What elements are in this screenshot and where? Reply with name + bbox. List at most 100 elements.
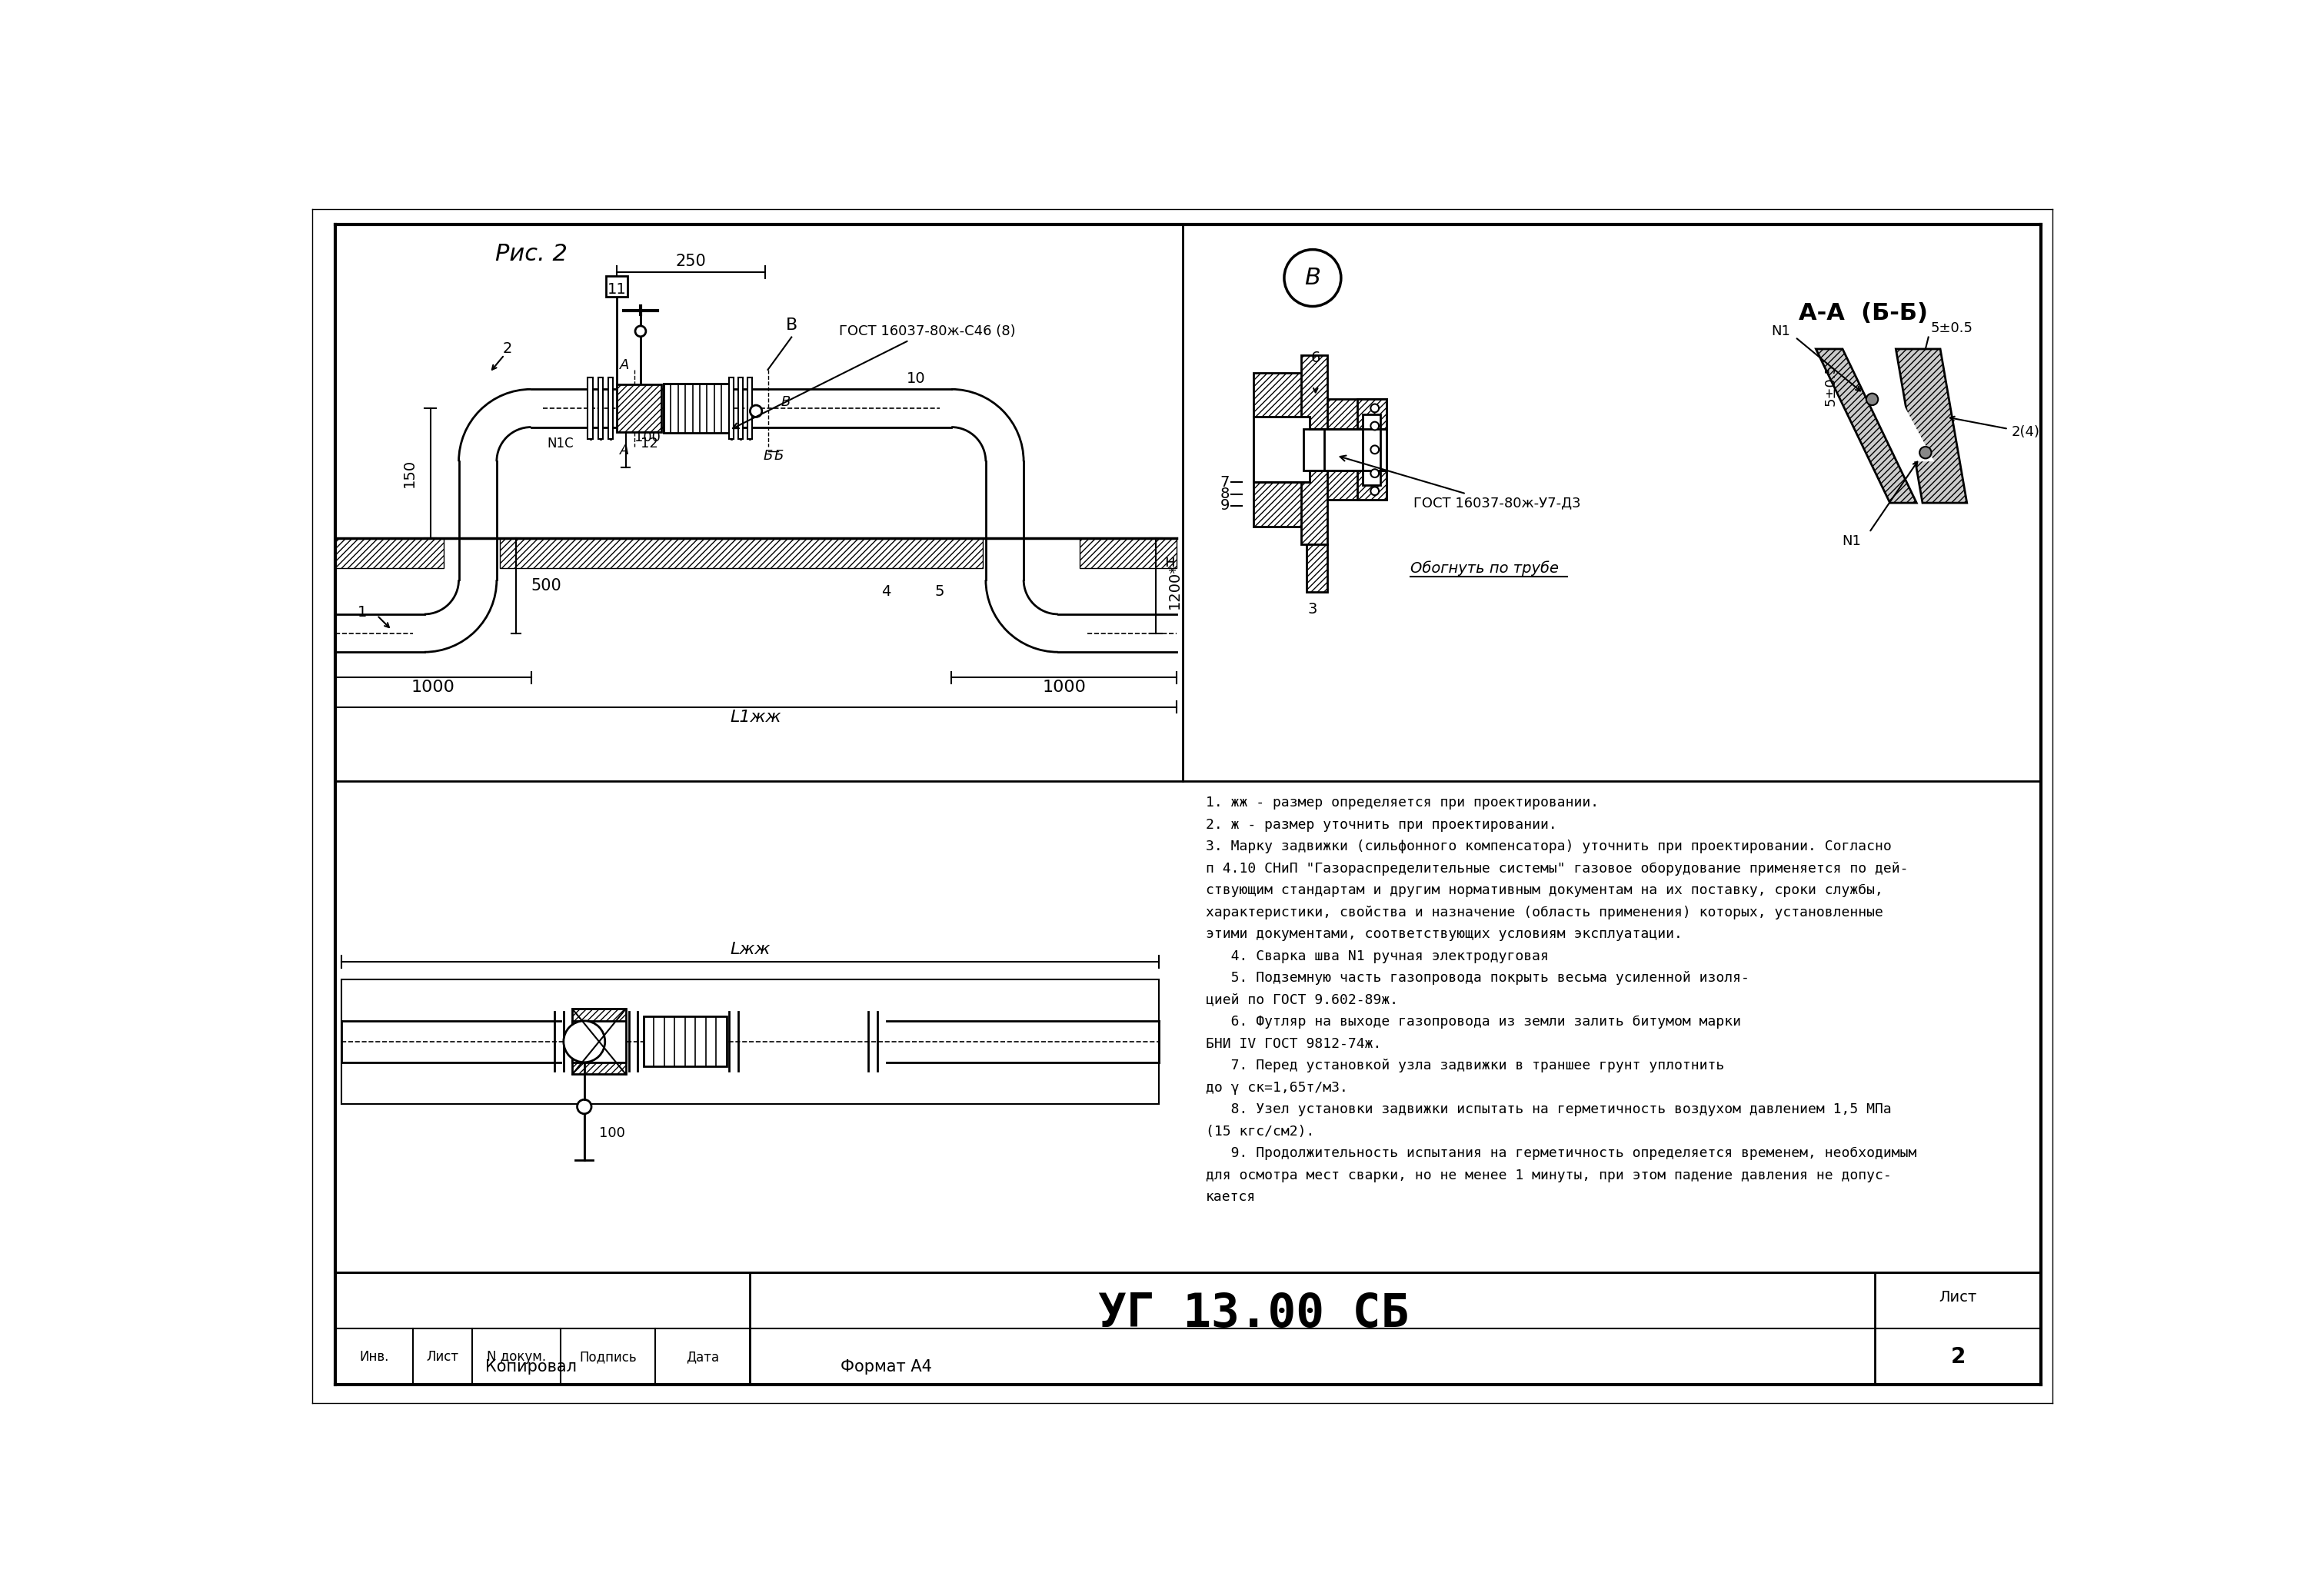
Text: 8: 8 [1220,487,1230,501]
Bar [1253,372,1310,527]
Text: Обогнуть по трубе: Обогнуть по трубе [1410,560,1560,576]
Text: Лист: Лист [1940,1290,1977,1304]
Circle shape [1370,421,1380,429]
Text: ГОСТ 16037-80ж-У7-Д3: ГОСТ 16037-80ж-У7-Д3 [1340,455,1580,509]
Bar [607,276,628,297]
Circle shape [577,1100,591,1114]
Text: БНИ IV ГОСТ 9812-74ж.: БНИ IV ГОСТ 9812-74ж. [1207,1037,1382,1050]
Text: 9. Продолжительность испытания на герметичность определяется временем, необходим: 9. Продолжительность испытания на гермет… [1207,1146,1917,1160]
Text: 1200*: 1200* [1167,563,1181,608]
Text: 5±0.5: 5±0.5 [1931,321,1972,335]
Text: В: В [787,318,798,334]
Text: до γ ск=1,65т/м3.: до γ ск=1,65т/м3. [1207,1080,1347,1095]
Text: 12: 12 [641,437,657,450]
Text: 3: 3 [1308,602,1317,616]
Text: Дата: Дата [685,1350,720,1365]
Text: для осмотра мест сварки, но не менее 1 минуты, при этом падение давления не допу: для осмотра мест сварки, но не менее 1 м… [1207,1168,1892,1183]
Text: А-А  (Б-Б): А-А (Б-Б) [1799,302,1929,324]
Text: Б: Б [764,448,773,463]
Text: 11: 11 [607,282,628,297]
Text: 2: 2 [503,342,512,356]
Text: Б: Б [773,448,784,463]
Text: 5. Подземную часть газопровода покрыть весьма усиленной изоля-: 5. Подземную часть газопровода покрыть в… [1207,970,1749,985]
Text: УГ 13.00 СБ: УГ 13.00 СБ [1098,1291,1410,1336]
Text: N1: N1 [1772,324,1790,338]
Text: Lжж: Lжж [729,942,771,958]
Text: 2(4): 2(4) [2012,425,2039,439]
Text: Подпись: Подпись [579,1350,637,1365]
Circle shape [1919,447,1931,458]
Text: 250: 250 [676,254,706,270]
Text: п 4.10 СНиП "Газораспределительные системы" газовое оборудование применяется по : п 4.10 СНиП "Газораспределительные систе… [1207,862,1908,876]
Text: н: н [1165,554,1174,570]
Text: В: В [1303,267,1320,289]
Text: Инв.: Инв. [360,1350,390,1365]
Circle shape [1370,487,1380,495]
Text: характеристики, свойства и назначение (область применения) которых, установленны: характеристики, свойства и назначение (о… [1207,905,1883,919]
Text: 2: 2 [1952,1347,1966,1368]
Text: 1: 1 [358,605,367,619]
Circle shape [1370,445,1380,453]
Bar [1080,538,1177,568]
Bar [738,377,743,439]
Text: (15 кгс/см2).: (15 кгс/см2). [1207,1125,1315,1138]
Bar [1303,429,1324,471]
Text: В: В [780,396,791,409]
Bar [1310,399,1387,500]
Text: 7. Перед установкой узла задвижки в траншее грунт уплотнить: 7. Перед установкой узла задвижки в тран… [1207,1058,1726,1073]
Circle shape [750,405,761,417]
Circle shape [1370,469,1380,477]
Bar [1253,417,1310,482]
Bar [335,538,443,568]
Text: 100: 100 [634,431,660,445]
Polygon shape [1866,391,1933,461]
Circle shape [1285,249,1340,306]
Bar [616,385,662,433]
Text: N1C: N1C [547,437,574,450]
Text: 150: 150 [401,460,418,487]
Text: 2. ж - размер уточнить при проектировании.: 2. ж - размер уточнить при проектировани… [1207,817,1557,832]
Bar [609,377,614,439]
Text: 5: 5 [934,584,944,598]
Text: 3. Марку задвижки (сильфонного компенсатора) уточнить при проектировании. Соглас: 3. Марку задвижки (сильфонного компенсат… [1207,839,1892,854]
Text: Лист: Лист [427,1350,459,1365]
Text: Формат А4: Формат А4 [840,1360,932,1374]
Text: кается: кается [1207,1191,1257,1203]
Circle shape [1866,393,1878,405]
Bar [588,377,593,439]
Text: 4: 4 [881,584,891,598]
Text: 10: 10 [907,372,925,386]
Text: N1: N1 [1841,535,1862,549]
Bar [747,377,752,439]
Text: 7: 7 [1220,476,1230,490]
Text: ствующим стандартам и другим нормативным документам на их поставку, сроки службы: ствующим стандартам и другим нормативным… [1207,884,1883,897]
Text: 1000: 1000 [1043,680,1087,696]
Text: 8. Узел установки задвижки испытать на герметичность воздухом давлением 1,5 МПа: 8. Узел установки задвижки испытать на г… [1207,1103,1892,1116]
Bar [1301,354,1327,544]
Bar [572,1009,625,1074]
Bar [572,1021,625,1063]
Bar [1310,429,1387,471]
Text: N докум.: N докум. [487,1350,547,1365]
Text: 500: 500 [531,578,561,594]
Text: А: А [621,444,630,458]
Bar [1306,544,1327,592]
Text: А: А [621,359,630,372]
Text: ГОСТ 16037-80ж-С46 (8): ГОСТ 16037-80ж-С46 (8) [734,324,1015,428]
Bar [598,377,602,439]
Bar [501,538,983,568]
Text: Копировал: Копировал [484,1360,577,1374]
Bar [729,377,734,439]
Bar [1357,399,1387,500]
Text: 1. жж - размер определяется при проектировании.: 1. жж - размер определяется при проектир… [1207,796,1599,809]
Text: L1жж: L1жж [731,710,782,725]
Text: 1000: 1000 [411,680,454,696]
Text: 6: 6 [1310,351,1320,365]
Text: 6. Футляр на выходе газопровода из земли залить битумом марки: 6. Футляр на выходе газопровода из земли… [1207,1015,1742,1029]
Text: 5±0.5: 5±0.5 [1825,364,1839,405]
Text: 9: 9 [1220,498,1230,514]
Bar [644,1017,727,1066]
Bar [1363,413,1380,485]
Polygon shape [1816,350,1917,503]
Circle shape [1370,404,1380,412]
